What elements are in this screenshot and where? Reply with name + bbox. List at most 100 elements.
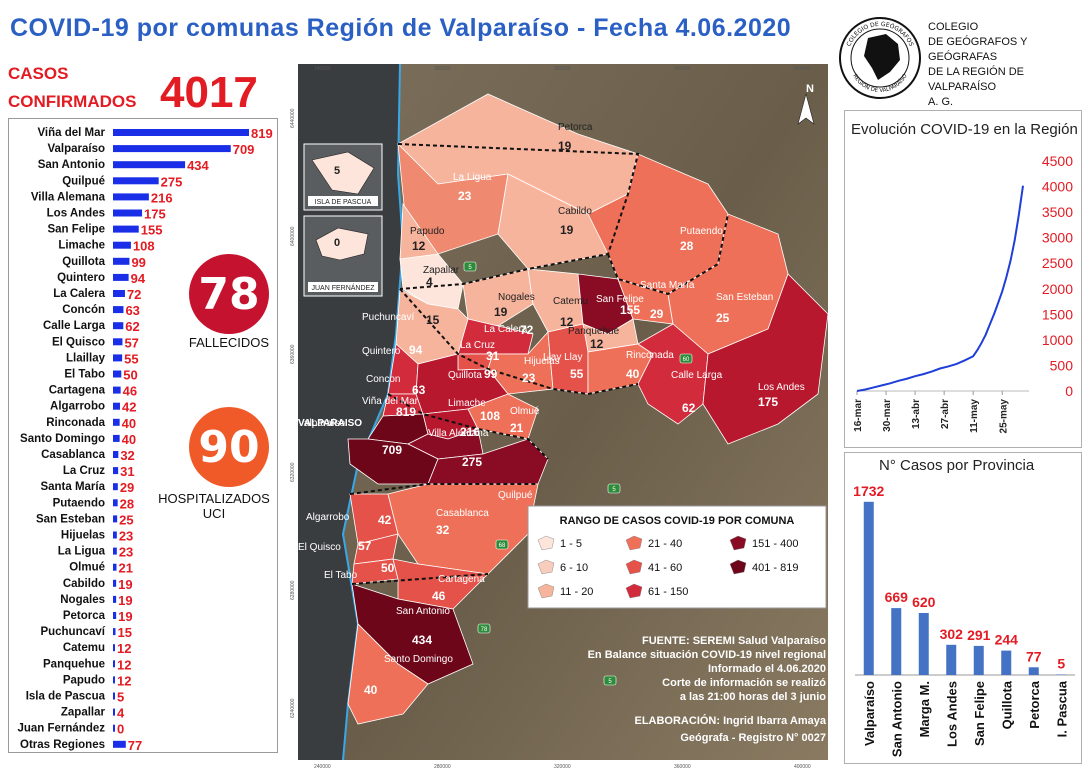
comuna-bar-san-felipe (113, 225, 139, 233)
map-value-la-cruz: 31 (486, 349, 500, 363)
coord-tick-x-top: 280000 (434, 66, 451, 72)
legend-swatch (625, 559, 643, 575)
legend-swatch (625, 535, 643, 551)
line-y-tick-label: 2000 (1042, 281, 1073, 297)
map-value-el-quisco: 57 (358, 539, 372, 553)
map-label-petorca: Petorca (558, 122, 593, 133)
province-title: N° Casos por Provincia (879, 457, 1035, 474)
comuna-name-santa-maria: Santa María (40, 481, 105, 493)
comuna-value-santo-domingo: 40 (122, 432, 136, 447)
route-badge: 60 (679, 353, 693, 364)
map-value-zapallar: 4 (426, 275, 433, 289)
comuna-bar-vina-del-mar (113, 129, 249, 136)
province-bar-los-andes (946, 644, 957, 675)
map-label-vina-del-mar: Viña del Mar (362, 396, 419, 407)
province-value-san-felipe: 291 (967, 627, 991, 643)
province-border (399, 288, 639, 396)
legend-label: 6 - 10 (560, 562, 588, 574)
line-x-tick-label: 13-abr (911, 399, 922, 429)
province-bar-quillota (1001, 650, 1012, 675)
map-panel: Petorca 19 La Ligua 23 Cabildo 19 Putaendo 28 Pa… (288, 64, 838, 770)
province-value-marga-m: 620 (912, 594, 936, 610)
map-label-los-andes: Los Andes (758, 382, 805, 393)
map-label-puchuncavi: Puchuncaví (362, 312, 414, 323)
coord-tick-x-bottom: 400000 (794, 764, 811, 770)
route-badge-label: 5 (612, 487, 616, 493)
route-badge: 5 (603, 675, 617, 686)
casos-label-line2: CONFIRMADOS (8, 92, 137, 111)
source-line: Informado el 4.06.2020 (708, 663, 826, 675)
comuna-value-villa-alemana: 216 (151, 190, 173, 205)
coord-tick-y: 6240000 (290, 698, 296, 718)
province-label-san-felipe: San Felipe (972, 681, 987, 746)
comuna-bar-villa-alemana (113, 193, 149, 201)
line-x-tick-label: 25-may (998, 399, 1009, 434)
map-label-concon: Concon (366, 374, 400, 385)
map-label-quilpue: Quilpué (498, 490, 533, 501)
comuna-bar-llaillay (113, 354, 123, 362)
comuna-name-quintero: Quintero (57, 272, 105, 284)
comuna-bar-cartagena (113, 386, 121, 394)
inset-isla-de-pascua: 5 ISLA DE PASCUA (303, 143, 383, 211)
map-label-olmue: Olmué (510, 406, 540, 417)
map-value-villa-alemana: 216 (460, 425, 480, 439)
map-label-el-tabo: El Tabo (324, 570, 358, 581)
line-x-tick-label: 27-abr (940, 399, 951, 429)
province-bar-marga-m (918, 613, 929, 675)
map-value-santo-domingo: 40 (364, 683, 378, 697)
map-value-putaendo: 28 (680, 239, 694, 253)
comuna-value-la-ligua: 23 (119, 545, 133, 560)
map-label-quillota: Quillota (448, 370, 482, 381)
comunas-panel: Viña del Mar 819 Valparaíso 709 San Antonio 4… (8, 118, 278, 753)
legend-title: RANGO DE CASOS COVID-19 POR COMUNA (560, 515, 795, 527)
comuna-value-cabildo: 19 (118, 577, 132, 592)
comuna-name-san-felipe: San Felipe (47, 224, 105, 236)
comuna-value-calle-larga: 62 (125, 319, 139, 334)
comuna-bar-la-calera (113, 290, 125, 297)
comuna-bar-petorca (113, 612, 117, 619)
map-value-calle-larga: 62 (682, 401, 696, 415)
coord-tick-x-bottom: 320000 (554, 764, 571, 770)
map-value-panquehue: 12 (590, 337, 604, 351)
comuna-bar-la-ligua (113, 547, 117, 555)
hospitalizados-circle: 90 (189, 407, 269, 487)
colegio-line-1: COLEGIO (928, 21, 979, 33)
comuna-value-san-antonio: 434 (187, 158, 209, 173)
route-badge-label: 78 (481, 627, 488, 633)
comuna-value-san-esteban: 25 (119, 512, 133, 527)
comuna-value-concon: 63 (125, 303, 139, 318)
comuna-bar-algarrobo (113, 402, 120, 410)
comuna-name-isla-de-pascua: Isla de Pascua (26, 691, 106, 703)
line-y-tick-label: 1500 (1042, 306, 1073, 322)
map-value-algarrobo: 42 (378, 513, 392, 527)
map-label-calle-larga: Calle Larga (671, 370, 723, 381)
coord-tick-x-top: 360000 (674, 66, 691, 72)
province-value-petorca: 77 (1026, 648, 1042, 664)
comuna-value-otras-regiones: 77 (128, 738, 142, 753)
casos-total: 4017 (160, 68, 258, 117)
region-map: Petorca 19 La Ligua 23 Cabildo 19 Putaendo 28 Pa… (288, 64, 838, 770)
comuna-bar-quillota (113, 257, 130, 265)
comuna-bar-casablanca (113, 451, 119, 458)
inset-juan-fernandez-value: 0 (334, 237, 340, 249)
line-y-tick-label: 1000 (1042, 332, 1073, 348)
map-label-zapallar: Zapallar (423, 265, 460, 276)
map-value-san-felipe: 155 (620, 303, 640, 317)
coord-tick-y: 6320000 (290, 462, 296, 482)
comuna-bar-catemu (113, 644, 115, 652)
map-label-santo-domingo: Santo Domingo (384, 654, 453, 665)
comuna-area-calle-larga (637, 323, 709, 425)
comuna-bar-cabildo (113, 579, 117, 587)
map-label-algarrobo: Algarrobo (306, 512, 350, 523)
map-label-san-felipe: San Felipe (596, 294, 644, 305)
colegio-line-4: A. G. (928, 96, 954, 108)
map-label-casablanca: Casablanca (436, 508, 489, 519)
comuna-value-santa-maria: 29 (120, 480, 134, 495)
evolution-title: Evolución COVID-19 en la Región (851, 121, 1078, 138)
comuna-name-san-antonio: San Antonio (38, 159, 105, 171)
map-value-catemu: 12 (560, 315, 574, 329)
casos-label: CASOS CONFIRMADOS (8, 60, 168, 116)
province-border (351, 573, 489, 585)
comuna-name-quillota: Quillota (62, 256, 105, 268)
map-value-petorca: 19 (558, 139, 572, 153)
